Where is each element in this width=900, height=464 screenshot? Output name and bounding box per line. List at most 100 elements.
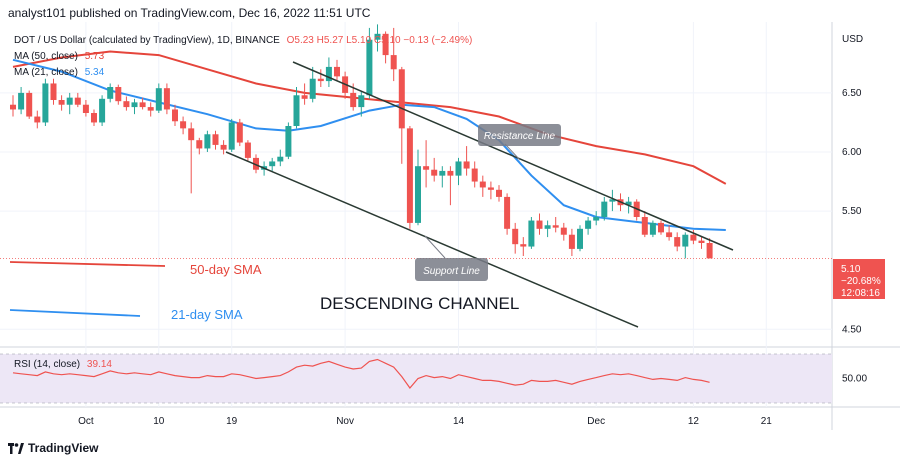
tradingview-logo[interactable]: TradingView xyxy=(8,441,98,455)
candle-body xyxy=(544,225,551,229)
candle-body xyxy=(50,83,57,100)
candle xyxy=(463,146,470,176)
ma50-legend[interactable]: MA (50, close) 5.73 xyxy=(14,51,104,62)
time-tick-label: 14 xyxy=(453,416,465,427)
candle-body xyxy=(58,100,65,105)
ma21-legend[interactable]: MA (21, close) 5.34 xyxy=(14,67,104,78)
candle-body xyxy=(139,102,146,108)
rsi-path xyxy=(12,358,710,389)
candle xyxy=(50,78,57,105)
candle xyxy=(544,220,551,238)
price-axis[interactable]: 6.50 6.00 5.50 4.50 xyxy=(842,88,862,335)
candle xyxy=(358,90,365,117)
ma50-line xyxy=(12,50,727,185)
candle xyxy=(163,83,170,115)
candle-body xyxy=(163,88,170,110)
candle-body xyxy=(317,78,324,82)
candle xyxy=(317,69,324,87)
candle-body xyxy=(649,222,656,235)
symbol-legend[interactable]: DOT / US Dollar (calculated by TradingVi… xyxy=(14,35,472,46)
candle-body xyxy=(496,189,502,197)
candle xyxy=(301,83,308,105)
rsi-band xyxy=(0,354,832,403)
candle xyxy=(666,225,673,241)
candle xyxy=(455,157,462,186)
price-tick-label: 5.50 xyxy=(842,206,862,217)
candle xyxy=(204,130,211,152)
candle xyxy=(658,220,664,235)
channel-lower-line[interactable] xyxy=(225,151,639,328)
candle-body xyxy=(107,87,114,99)
candle-body xyxy=(641,217,648,235)
candle xyxy=(131,98,138,115)
candle xyxy=(415,149,421,226)
candle-body xyxy=(277,156,284,162)
badge-countdown: 12:08:16 xyxy=(841,288,880,299)
candle xyxy=(471,161,478,188)
candle-body xyxy=(188,128,195,141)
candle-body xyxy=(196,140,203,149)
candle-body xyxy=(350,92,357,108)
candle xyxy=(285,122,292,160)
candle-body xyxy=(244,142,251,158)
time-tick-label: Dec xyxy=(587,416,605,427)
price-tick-label: 6.00 xyxy=(842,147,862,158)
candle-body xyxy=(358,95,365,108)
candle-body xyxy=(91,113,97,123)
candle-body xyxy=(99,98,106,123)
resistance-label: Resistance Line xyxy=(484,131,556,142)
candle xyxy=(487,181,494,200)
candle-body xyxy=(172,109,178,122)
candle-body xyxy=(463,161,470,169)
candle xyxy=(236,118,243,147)
candle xyxy=(504,193,511,235)
tradingview-logo-icon xyxy=(8,442,24,454)
badge-change: −20.68% xyxy=(841,276,881,287)
candle-body xyxy=(398,69,405,129)
candle-body xyxy=(325,66,332,82)
candle-body xyxy=(204,134,211,149)
candle-body xyxy=(593,217,600,221)
candle-body xyxy=(390,55,397,70)
time-tick-label: 12 xyxy=(688,416,700,427)
candle xyxy=(147,102,154,117)
candle-body xyxy=(406,128,413,223)
candle-body xyxy=(269,161,276,167)
candle-body xyxy=(18,92,25,110)
resistance-callout: Resistance Line xyxy=(478,124,561,161)
candle-body xyxy=(334,66,340,77)
support-callout: Support Line xyxy=(415,235,488,281)
time-tick-label: 19 xyxy=(226,416,238,427)
candle-body xyxy=(374,33,381,40)
candle-body xyxy=(447,170,454,176)
candle xyxy=(91,109,97,126)
time-axis[interactable]: Oct 10 19 Nov 14 Dec 12 21 xyxy=(78,416,772,427)
candle-body xyxy=(366,39,373,96)
candle xyxy=(269,157,276,171)
rsi-legend[interactable]: RSI (14, close) 39.14 xyxy=(14,359,112,370)
sma50-annotation-line xyxy=(9,261,166,267)
candle xyxy=(18,87,25,115)
channel-upper-line[interactable] xyxy=(292,61,734,251)
candle-body xyxy=(706,243,713,259)
candle-body xyxy=(253,157,259,170)
sma21-annotation-label: 21-day SMA xyxy=(171,307,243,322)
candle xyxy=(139,97,146,110)
candle-body xyxy=(293,95,300,126)
candle-body xyxy=(682,234,689,247)
time-tick-label: Nov xyxy=(336,416,354,427)
candle-body xyxy=(382,33,389,56)
candle-body xyxy=(301,95,308,99)
candle-body xyxy=(236,122,243,143)
candle xyxy=(196,137,203,155)
support-label: Support Line xyxy=(423,266,480,277)
candle-body xyxy=(658,222,664,233)
badge-price: 5.10 xyxy=(841,264,861,275)
candle xyxy=(528,217,535,249)
rsi-line xyxy=(12,358,710,389)
candle-body xyxy=(115,87,122,102)
ohlc-values: O5.23 H5.27 L5.10 C5.10 −0.13 (−2.49%) xyxy=(286,35,473,46)
candle-body xyxy=(74,97,81,105)
candle xyxy=(74,92,81,108)
